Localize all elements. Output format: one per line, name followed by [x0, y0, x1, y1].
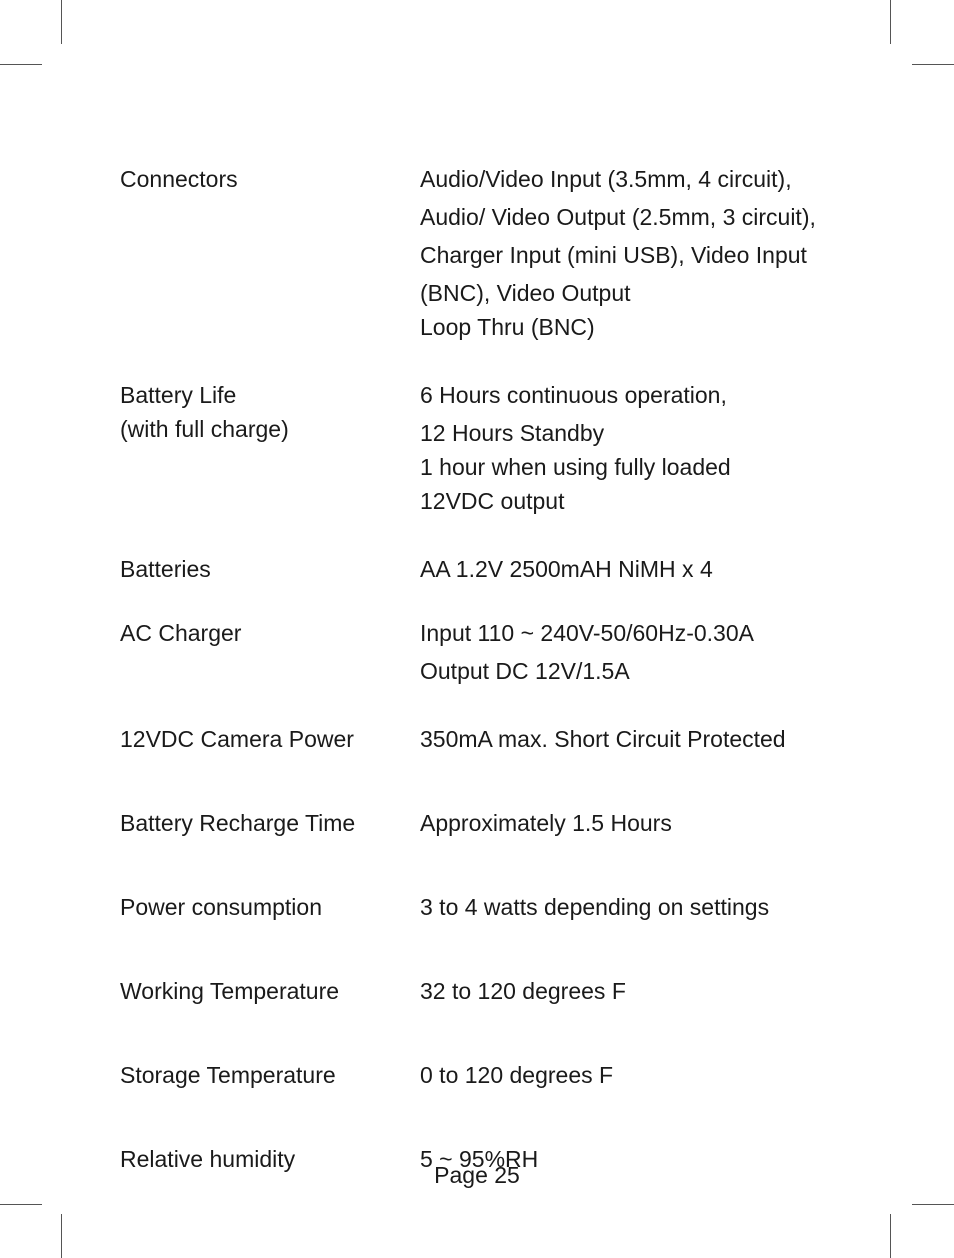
spec-table: Connectors Audio/Video Input (3.5mm, 4 c…: [120, 162, 840, 1176]
spec-value-line: 12 Hours Standby: [420, 416, 840, 450]
crop-mark: [890, 1214, 891, 1258]
spec-value-line: Audio/Video Input (3.5mm, 4 circuit),: [420, 162, 840, 196]
spec-label-line: (with full charge): [120, 412, 420, 446]
spec-value-line: Output DC 12V/1.5A: [420, 654, 840, 688]
crop-mark: [912, 1204, 954, 1205]
spec-label: 12VDC Camera Power: [120, 722, 420, 756]
spec-value: Approximately 1.5 Hours: [420, 806, 840, 840]
crop-mark: [0, 64, 42, 65]
spec-label: Battery Recharge Time: [120, 806, 420, 840]
spec-row-ac-charger: AC Charger Input 110 ~ 240V-50/60Hz-0.30…: [120, 616, 840, 692]
spec-value: Input 110 ~ 240V-50/60Hz-0.30A Output DC…: [420, 616, 840, 692]
spec-label: AC Charger: [120, 616, 420, 650]
spec-value-line: 1 hour when using fully loaded: [420, 450, 840, 484]
spec-label: Working Temperature: [120, 974, 420, 1008]
spec-value: 32 to 120 degrees F: [420, 974, 840, 1008]
spec-value-line: (BNC), Video Output: [420, 276, 840, 310]
spec-value-line: Input 110 ~ 240V-50/60Hz-0.30A: [420, 616, 840, 650]
spec-row-camera-power: 12VDC Camera Power 350mA max. Short Circ…: [120, 722, 840, 756]
spec-label: Power consumption: [120, 890, 420, 924]
spec-row-connectors: Connectors Audio/Video Input (3.5mm, 4 c…: [120, 162, 840, 348]
spec-row-recharge-time: Battery Recharge Time Approximately 1.5 …: [120, 806, 840, 840]
spec-value-line: Loop Thru (BNC): [420, 310, 840, 344]
spec-value: Audio/Video Input (3.5mm, 4 circuit), Au…: [420, 162, 840, 348]
crop-mark: [0, 1204, 42, 1205]
spec-label-line: Battery Life: [120, 378, 420, 412]
spec-row-battery-life: Battery Life (with full charge) 6 Hours …: [120, 378, 840, 522]
spec-label: Battery Life (with full charge): [120, 378, 420, 446]
crop-mark: [912, 64, 954, 65]
spec-value-line: 12VDC output: [420, 484, 840, 518]
crop-mark: [61, 1214, 62, 1258]
spec-value-line: Charger Input (mini USB), Video Input: [420, 238, 840, 272]
spec-value: 6 Hours continuous operation, 12 Hours S…: [420, 378, 840, 522]
spec-label: Connectors: [120, 162, 420, 196]
spec-value: 3 to 4 watts depending on settings: [420, 890, 840, 924]
page: Connectors Audio/Video Input (3.5mm, 4 c…: [0, 0, 954, 1258]
spec-value-line: Audio/ Video Output (2.5mm, 3 circuit),: [420, 200, 840, 234]
spec-value-line: 6 Hours continuous operation,: [420, 378, 840, 412]
spec-label: Storage Temperature: [120, 1058, 420, 1092]
page-number: Page 25: [0, 1162, 954, 1189]
spec-row-batteries: Batteries AA 1.2V 2500mAH NiMH x 4: [120, 552, 840, 586]
spec-value: 350mA max. Short Circuit Protected: [420, 722, 840, 756]
spec-row-storage-temp: Storage Temperature 0 to 120 degrees F: [120, 1058, 840, 1092]
spec-label: Batteries: [120, 552, 420, 586]
spec-row-working-temp: Working Temperature 32 to 120 degrees F: [120, 974, 840, 1008]
crop-mark: [890, 0, 891, 44]
spec-value: AA 1.2V 2500mAH NiMH x 4: [420, 552, 840, 586]
crop-mark: [61, 0, 62, 44]
spec-value: 0 to 120 degrees F: [420, 1058, 840, 1092]
spec-row-power-consumption: Power consumption 3 to 4 watts depending…: [120, 890, 840, 924]
